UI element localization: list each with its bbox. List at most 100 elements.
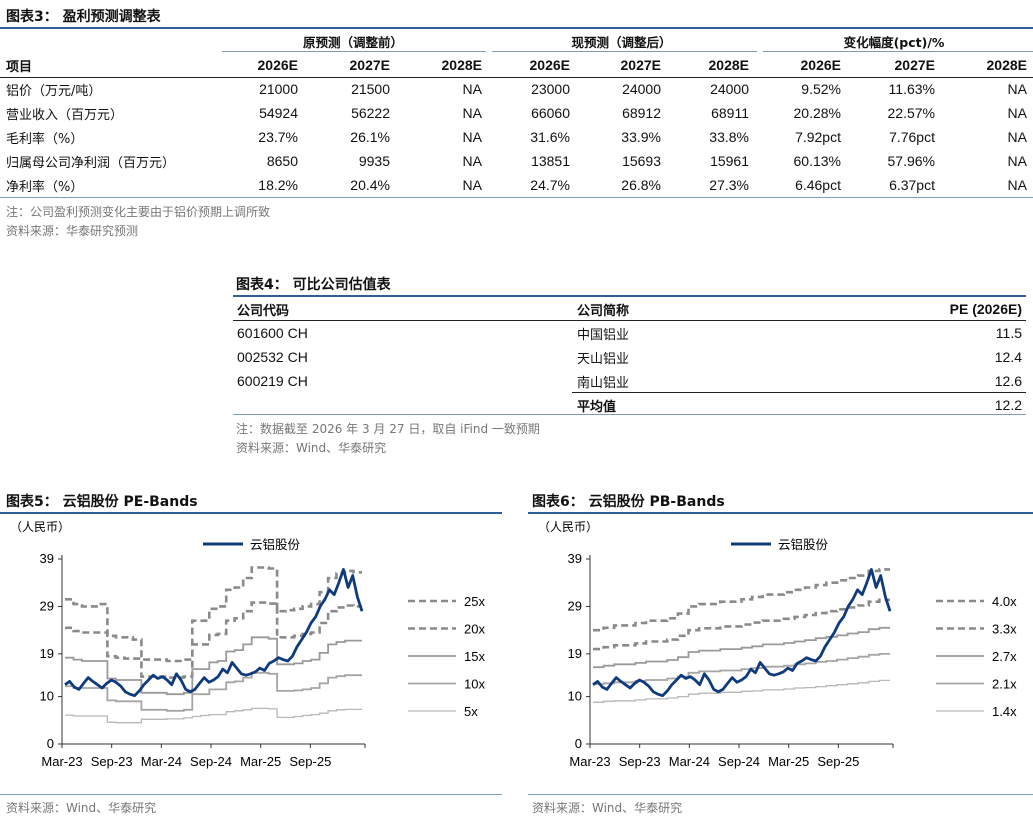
company-code: 002532 CH: [237, 349, 308, 365]
x-tick-label: Mar-23: [569, 754, 610, 769]
x-tick-label: Sep-23: [91, 754, 133, 769]
cell-value: 7.76pct: [889, 129, 935, 145]
legend-label: 1.4x: [992, 704, 1017, 719]
cell-value: 27.3%: [709, 177, 749, 193]
row-label: 净利率（%）: [6, 179, 84, 195]
band-line-2-7x: [593, 626, 890, 669]
row-label: 营业收入（百万元）: [6, 107, 124, 123]
legend-label: 2.7x: [992, 649, 1017, 664]
band-line-20x: [65, 601, 362, 679]
table-row: 600219 CH 南山铝业 12.6: [233, 369, 1026, 393]
legend-label-price: 云铝股份: [778, 537, 829, 552]
header-pe: PE (2026E): [949, 301, 1022, 317]
header-code: 公司代码: [237, 303, 290, 319]
table4: 公司代码 公司简称 PE (2026E) 601600 CH 中国铝业 11.5 00…: [233, 297, 1026, 417]
cell-value: 24.7%: [530, 177, 570, 193]
chart6-pb-bands: （人民币） 0 10 19 29 39 Mar-23 Sep-23 Mar-24 Sep-24 Ma…: [538, 520, 1017, 769]
x-tick-label: Sep-23: [619, 754, 661, 769]
band-line-1-4x: [593, 679, 890, 703]
header-year: 2027E: [620, 57, 661, 73]
cell-value: 21000: [259, 81, 298, 97]
table3-header-rule: [0, 77, 1033, 78]
cell-value: NA: [1007, 153, 1027, 169]
x-tick-label: Mar-24: [669, 754, 710, 769]
y-unit-label: （人民币）: [538, 520, 598, 534]
cell-value: 31.6%: [530, 129, 570, 145]
header-name: 公司简称: [577, 303, 630, 319]
legend-label: 20x: [464, 622, 485, 637]
x-tick-label: Mar-25: [768, 754, 809, 769]
cell-value: NA: [462, 177, 482, 193]
pe-value: 12.6: [994, 373, 1022, 389]
chart6-title: 图表6： 云铝股份 PB-Bands: [532, 494, 725, 510]
cell-value: 54924: [259, 105, 298, 121]
table-row: 营业收入（百万元） 54924 56222 NA 66060 68912 68911 20.2…: [0, 101, 1033, 125]
y-tick-label: 19: [568, 646, 582, 661]
header-year: 2027E: [894, 57, 935, 73]
cell-value: 57.96%: [887, 153, 935, 169]
table-row: 净利率（%） 18.2% 20.4% NA 24.7% 26.8% 27.3% 6.46pct…: [0, 173, 1033, 197]
cell-value: 11.63%: [888, 81, 935, 97]
row-label: 毛利率（%）: [6, 131, 84, 147]
table4-bottom-rule: [233, 414, 1026, 415]
price-line: [64, 568, 364, 697]
table4-note: 注：数据截至 2026 年 3 月 27 日，取自 iFind 一致预期: [236, 422, 540, 436]
group-change: 变化幅度(pct)/%: [843, 34, 945, 50]
band-line-3-3x: [593, 598, 890, 651]
legend-label: 2.1x: [992, 677, 1017, 692]
band-line-15x: [65, 636, 362, 696]
y-tick-label: 29: [568, 598, 582, 613]
cell-value: 9935: [358, 153, 390, 169]
header-year: 2028E: [986, 57, 1027, 73]
group-rule: [763, 51, 1033, 52]
legend-label: 5x: [464, 704, 478, 719]
chart5-top-rule: [0, 512, 502, 514]
cell-value: 22.57%: [887, 105, 935, 121]
y-unit-label: （人民币）: [10, 520, 70, 534]
x-tick-label: Mar-25: [240, 754, 281, 769]
cell-value: 24000: [622, 81, 661, 97]
band-line-25x: [65, 566, 362, 663]
band-line-5x: [65, 707, 362, 724]
y-tick-label: 39: [40, 551, 54, 566]
cell-value: 26.1%: [350, 129, 390, 145]
company-name: 中国铝业: [577, 327, 630, 343]
cell-value: NA: [1007, 129, 1027, 145]
x-tick-label: Sep-24: [190, 754, 232, 769]
band-line-10x: [65, 671, 362, 712]
cell-value: NA: [1007, 81, 1027, 97]
company-code: 601600 CH: [237, 325, 308, 341]
chart5-source: 资料来源：Wind、华泰研究: [6, 801, 157, 815]
cell-value: 6.37pct: [889, 177, 935, 193]
x-tick-label: Sep-24: [718, 754, 760, 769]
cell-value: 7.92pct: [795, 129, 841, 145]
cell-value: 68912: [622, 105, 661, 121]
group-original: 原预测（调整前）: [302, 34, 403, 50]
cell-value: 15693: [622, 153, 661, 169]
legend-label: 10x: [464, 677, 485, 692]
legend-label: 4.0x: [992, 594, 1017, 609]
company-name: 天山铝业: [577, 351, 630, 367]
table4-average-rule: [572, 392, 1026, 393]
table3-source: 资料来源：华泰研究预测: [6, 224, 139, 238]
row-label: 归属母公司净利润（百万元）: [6, 155, 176, 171]
chart6-bottom-rule: [528, 794, 1033, 795]
table-row: 601600 CH 中国铝业 11.5: [233, 321, 1026, 345]
table-row: 毛利率（%） 23.7% 26.1% NA 31.6% 33.9% 33.8% 7.92pct…: [0, 125, 1033, 149]
header-year: 2027E: [349, 57, 390, 73]
cell-value: 33.8%: [709, 129, 749, 145]
cell-value: 68911: [711, 105, 749, 121]
y-tick-label: 19: [40, 646, 54, 661]
y-tick-label: 0: [575, 736, 582, 751]
y-tick-label: 10: [568, 689, 582, 704]
cell-value: 66060: [531, 105, 570, 121]
x-tick-label: Sep-25: [817, 754, 859, 769]
cell-value: 24000: [710, 81, 749, 97]
header-year: 2026E: [257, 57, 298, 73]
table3: 原预测（调整前） 现预测（调整后） 变化幅度(pct)/% 项目 2026E 2…: [0, 29, 1033, 197]
chart6-top-rule: [528, 512, 1033, 514]
band-line-4-0x: [593, 568, 890, 632]
cell-value: 8650: [266, 153, 298, 169]
cell-value: 18.2%: [258, 177, 298, 193]
cell-value: 23000: [531, 81, 570, 97]
